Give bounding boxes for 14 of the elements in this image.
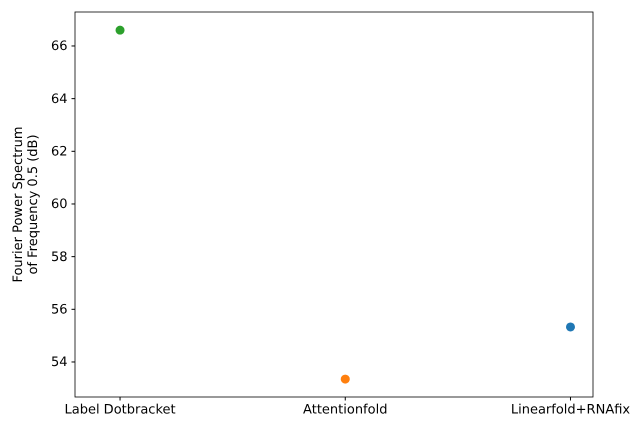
point <box>340 374 350 384</box>
y-axis-title: Fourier Power Spectrum of Frequency 0.5 (dB) <box>11 126 41 283</box>
y-tick-label: 54 <box>50 355 68 370</box>
y-tick-label: 58 <box>50 250 68 265</box>
y-tick-label: 56 <box>50 302 68 318</box>
y-tick-label: 62 <box>50 144 68 160</box>
y-tick-label: 66 <box>50 39 68 54</box>
point <box>116 26 125 35</box>
x-tick-label: Linearfold+RNAfix <box>510 402 630 418</box>
x-tick-label: Attentionfold <box>303 402 388 418</box>
point <box>566 322 575 332</box>
x-tick-label: Label Dotbracket <box>64 402 176 418</box>
y-tick-label: 64 <box>50 92 68 107</box>
y-tick-label: 60 <box>50 197 68 212</box>
